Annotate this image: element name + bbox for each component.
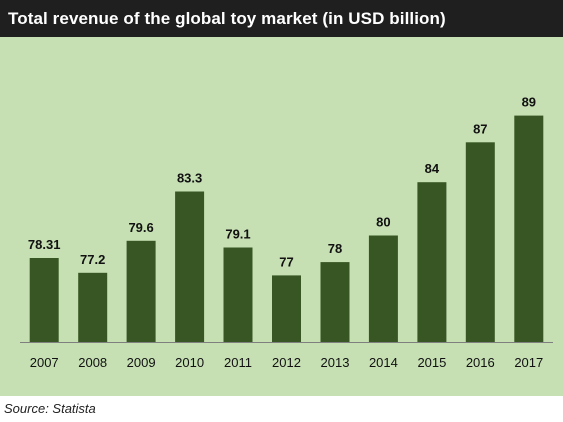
chart-title-bar: Total revenue of the global toy market (… — [0, 0, 563, 37]
x-tick-label-2007: 2007 — [30, 355, 59, 370]
value-label-2017: 89 — [522, 95, 536, 110]
x-tick-label-2008: 2008 — [78, 355, 107, 370]
value-label-2011: 79.1 — [225, 227, 250, 242]
bar-2015 — [417, 182, 447, 342]
x-tick-label-2012: 2012 — [272, 355, 301, 370]
x-tick-label-2010: 2010 — [175, 355, 204, 370]
x-tick-label-2014: 2014 — [369, 355, 398, 370]
bar-2016 — [465, 142, 495, 342]
bar-2013 — [320, 262, 350, 342]
value-label-2016: 87 — [473, 121, 487, 136]
x-tick-label-2009: 2009 — [127, 355, 156, 370]
value-labels-group: 78.31 77.2 79.6 83.3 79.1 77 78 80 84 87 89 — [28, 95, 536, 270]
x-tick-label-2015: 2015 — [417, 355, 446, 370]
bar-2011 — [223, 247, 253, 342]
source-note: Source: Statista — [4, 401, 96, 416]
value-label-2015: 84 — [425, 161, 440, 176]
x-tick-label-2017: 2017 — [514, 355, 543, 370]
value-label-2007: 78.31 — [28, 237, 61, 252]
value-label-2010: 83.3 — [177, 171, 202, 186]
value-label-2013: 78 — [328, 241, 342, 256]
bar-2007 — [29, 258, 59, 342]
bar-2009 — [126, 240, 156, 342]
value-label-2014: 80 — [376, 215, 390, 230]
x-tick-label-2013: 2013 — [321, 355, 350, 370]
value-label-2009: 79.6 — [128, 220, 153, 235]
bar-2008 — [78, 272, 108, 342]
chart-area: 78.31 77.2 79.6 83.3 79.1 77 78 80 84 87 89 2007 20… — [0, 37, 563, 396]
value-label-2012: 77 — [279, 254, 293, 269]
bar-2010 — [175, 191, 205, 342]
chart-title: Total revenue of the global toy market (… — [8, 8, 446, 28]
x-tick-labels-group: 2007 2008 2009 2010 2011 2012 2013 2014 2015 2016… — [30, 355, 544, 370]
bar-2017 — [514, 115, 544, 342]
bar-2014 — [368, 235, 398, 342]
bars-group — [29, 115, 544, 342]
x-tick-label-2011: 2011 — [224, 355, 252, 370]
x-tick-label-2016: 2016 — [466, 355, 495, 370]
bar-2012 — [272, 275, 301, 342]
value-label-2008: 77.2 — [80, 252, 105, 267]
